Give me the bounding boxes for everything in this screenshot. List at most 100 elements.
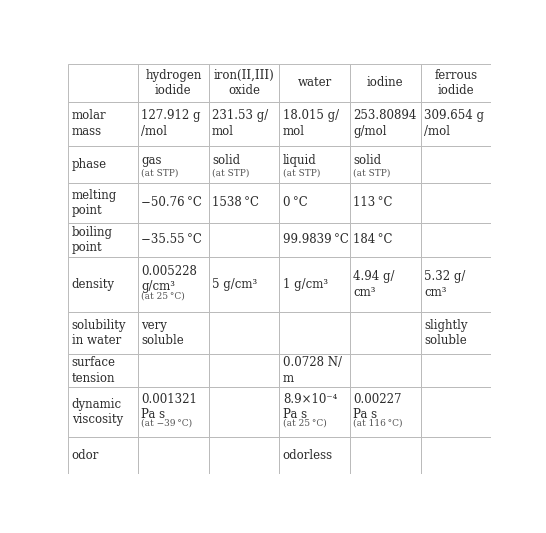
Text: 231.53 g/
mol: 231.53 g/ mol (212, 109, 268, 138)
Bar (280, 64, 350, 102)
Bar (280, 223, 350, 257)
Text: surface
tension: surface tension (72, 357, 116, 385)
Text: 99.9839 °C: 99.9839 °C (283, 233, 349, 246)
Text: 0 °C: 0 °C (283, 197, 307, 209)
Text: (at STP): (at STP) (283, 168, 320, 177)
Bar (209, 387, 280, 437)
Bar (280, 312, 350, 354)
Text: phase: phase (72, 158, 107, 171)
Text: 184 °C: 184 °C (353, 233, 393, 246)
Bar (421, 437, 491, 474)
Bar (350, 312, 421, 354)
Bar (138, 146, 209, 183)
Text: iodine: iodine (367, 76, 403, 90)
Text: 0.0728 N/
m: 0.0728 N/ m (283, 357, 342, 385)
Text: ferrous
iodide: ferrous iodide (435, 69, 478, 97)
Bar (68, 437, 138, 474)
Text: solubility
in water: solubility in water (72, 319, 126, 347)
Bar (209, 257, 280, 312)
Bar (209, 223, 280, 257)
Text: 309.654 g
/mol: 309.654 g /mol (424, 109, 484, 138)
Bar (68, 387, 138, 437)
Bar (138, 102, 209, 146)
Bar (138, 64, 209, 102)
Bar (350, 257, 421, 312)
Text: 0.001321
Pa s: 0.001321 Pa s (141, 393, 197, 422)
Text: dynamic
viscosity: dynamic viscosity (72, 398, 123, 426)
Text: (at STP): (at STP) (141, 168, 179, 177)
Text: 5.32 g/
cm³: 5.32 g/ cm³ (424, 270, 466, 298)
Bar (68, 354, 138, 387)
Text: (at 25 °C): (at 25 °C) (283, 418, 327, 427)
Bar (209, 354, 280, 387)
Text: odorless: odorless (283, 449, 333, 462)
Bar (209, 312, 280, 354)
Text: −50.76 °C: −50.76 °C (141, 197, 202, 209)
Text: 18.015 g/
mol: 18.015 g/ mol (283, 109, 339, 138)
Text: 1538 °C: 1538 °C (212, 197, 259, 209)
Bar (68, 146, 138, 183)
Bar (138, 437, 209, 474)
Text: 0.005228
g/cm³: 0.005228 g/cm³ (141, 265, 197, 293)
Bar (421, 387, 491, 437)
Bar (350, 102, 421, 146)
Bar (138, 223, 209, 257)
Bar (138, 183, 209, 223)
Text: gas: gas (141, 154, 162, 167)
Bar (280, 102, 350, 146)
Bar (68, 64, 138, 102)
Text: (at 25 °C): (at 25 °C) (141, 292, 185, 301)
Bar (421, 183, 491, 223)
Text: molar
mass: molar mass (72, 109, 106, 138)
Bar (68, 257, 138, 312)
Text: melting
point: melting point (72, 189, 117, 217)
Text: 5 g/cm³: 5 g/cm³ (212, 278, 257, 291)
Bar (280, 257, 350, 312)
Bar (138, 257, 209, 312)
Bar (280, 437, 350, 474)
Bar (138, 387, 209, 437)
Text: liquid: liquid (283, 154, 317, 167)
Bar (350, 146, 421, 183)
Bar (350, 64, 421, 102)
Text: solid: solid (212, 154, 240, 167)
Text: (at STP): (at STP) (353, 168, 391, 177)
Bar (209, 102, 280, 146)
Bar (421, 354, 491, 387)
Text: hydrogen
iodide: hydrogen iodide (145, 69, 201, 97)
Bar (209, 64, 280, 102)
Bar (68, 183, 138, 223)
Text: density: density (72, 278, 115, 291)
Text: 4.94 g/
cm³: 4.94 g/ cm³ (353, 270, 395, 298)
Bar (421, 223, 491, 257)
Text: slightly
soluble: slightly soluble (424, 319, 467, 347)
Bar (350, 183, 421, 223)
Bar (138, 354, 209, 387)
Bar (209, 437, 280, 474)
Text: −35.55 °C: −35.55 °C (141, 233, 202, 246)
Text: (at −39 °C): (at −39 °C) (141, 418, 193, 427)
Bar (280, 387, 350, 437)
Bar (209, 183, 280, 223)
Bar (280, 183, 350, 223)
Text: (at STP): (at STP) (212, 168, 250, 177)
Bar (138, 312, 209, 354)
Text: boiling
point: boiling point (72, 225, 112, 254)
Bar (350, 437, 421, 474)
Bar (68, 223, 138, 257)
Bar (350, 387, 421, 437)
Bar (421, 257, 491, 312)
Bar (421, 64, 491, 102)
Text: water: water (298, 76, 332, 90)
Text: 113 °C: 113 °C (353, 197, 393, 209)
Bar (350, 223, 421, 257)
Text: 253.80894
g/mol: 253.80894 g/mol (353, 109, 417, 138)
Bar (209, 146, 280, 183)
Text: solid: solid (353, 154, 382, 167)
Text: odor: odor (72, 449, 99, 462)
Bar (68, 102, 138, 146)
Bar (421, 312, 491, 354)
Bar (350, 354, 421, 387)
Text: 1 g/cm³: 1 g/cm³ (283, 278, 328, 291)
Bar (280, 354, 350, 387)
